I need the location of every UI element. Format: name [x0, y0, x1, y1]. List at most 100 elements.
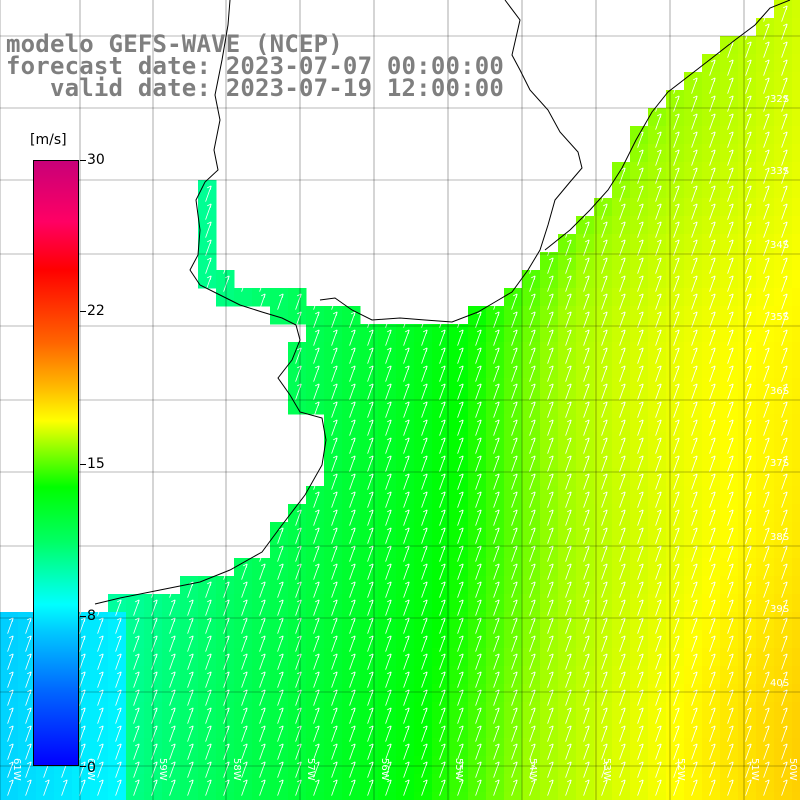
wind-speed-cell	[486, 756, 505, 775]
wind-speed-cell	[486, 612, 505, 631]
wind-speed-cell	[756, 702, 775, 721]
wind-speed-cell	[18, 648, 37, 667]
wind-speed-cell	[198, 738, 217, 757]
wind-arrow	[673, 167, 680, 184]
wind-speed-cell	[612, 468, 631, 487]
wind-arrow	[169, 743, 176, 760]
wind-speed-cell	[648, 666, 667, 685]
wind-speed-cell	[630, 792, 649, 800]
wind-speed-cell	[756, 252, 775, 271]
wind-arrow	[601, 275, 608, 292]
colorbar-tick-22: 22	[87, 303, 105, 319]
wind-arrow	[511, 725, 518, 742]
wind-speed-cell	[324, 540, 343, 559]
wind-arrow	[763, 149, 770, 166]
wind-arrow	[259, 779, 266, 796]
wind-speed-cell	[306, 486, 325, 505]
wind-arrow	[511, 383, 518, 400]
wind-arrow	[727, 221, 734, 238]
wind-speed-cell	[594, 324, 613, 343]
wind-speed-cell	[720, 396, 739, 415]
wind-arrow	[781, 95, 788, 112]
wind-arrow	[583, 329, 590, 346]
wind-arrow	[313, 527, 320, 544]
wind-speed-cell	[522, 288, 541, 307]
wind-arrow	[529, 419, 536, 436]
wind-speed-cell	[540, 774, 559, 793]
wind-arrow	[133, 761, 140, 778]
wind-speed-cell	[270, 540, 289, 559]
wind-arrow	[619, 437, 626, 454]
wind-speed-cell	[306, 378, 325, 397]
wind-speed-cell	[702, 792, 721, 800]
wind-speed-cell	[612, 414, 631, 433]
wind-speed-cell	[576, 684, 595, 703]
wind-speed-cell	[738, 180, 757, 199]
wind-speed-cell	[324, 684, 343, 703]
wind-speed-cell	[270, 792, 289, 800]
wind-speed-cell	[324, 792, 343, 800]
wind-arrow	[439, 491, 446, 508]
wind-arrow	[313, 653, 320, 670]
wind-speed-cell	[630, 468, 649, 487]
wind-arrow	[439, 455, 446, 472]
wind-speed-cell	[702, 288, 721, 307]
wind-arrow	[133, 635, 140, 652]
wind-arrow	[619, 419, 626, 436]
wind-speed-cell	[702, 144, 721, 163]
wind-arrow	[745, 725, 752, 742]
wind-arrow	[565, 275, 572, 292]
wind-arrow	[385, 347, 392, 364]
wind-arrow	[763, 509, 770, 526]
wind-speed-cell	[306, 522, 325, 541]
wind-arrow	[763, 95, 770, 112]
wind-speed-cell	[270, 648, 289, 667]
wind-speed-cell	[756, 180, 775, 199]
wind-arrow	[7, 653, 14, 670]
wind-arrow	[691, 581, 698, 598]
wind-speed-cell	[756, 54, 775, 73]
wind-speed-cell	[270, 720, 289, 739]
wind-arrow	[709, 257, 716, 274]
wind-arrow	[763, 77, 770, 94]
wind-speed-cell	[216, 792, 235, 800]
wind-speed-cell	[684, 144, 703, 163]
wind-speed-cell	[540, 720, 559, 739]
wind-speed-cell	[342, 792, 361, 800]
wind-speed-cell	[648, 738, 667, 757]
wind-arrow	[637, 347, 644, 364]
latitude-label: 39S	[770, 604, 789, 615]
wind-speed-cell	[612, 558, 631, 577]
wind-speed-cell	[720, 324, 739, 343]
wind-speed-cell	[414, 594, 433, 613]
wind-arrow	[745, 473, 752, 490]
wind-speed-cell	[684, 198, 703, 217]
wind-arrow	[565, 671, 572, 688]
wind-arrow	[583, 599, 590, 616]
wind-speed-cell	[522, 558, 541, 577]
wind-speed-cell	[108, 792, 127, 800]
wind-speed-cell	[666, 450, 685, 469]
wind-speed-cell	[270, 306, 289, 325]
wind-speed-cell	[90, 648, 109, 667]
wind-speed-cell	[558, 630, 577, 649]
wind-speed-cell	[180, 612, 199, 631]
wind-speed-cell	[594, 684, 613, 703]
wind-arrow	[709, 599, 716, 616]
wind-speed-cell	[198, 774, 217, 793]
wind-speed-cell	[756, 234, 775, 253]
wind-arrow	[655, 383, 662, 400]
wind-speed-cell	[576, 306, 595, 325]
wind-speed-cell	[720, 540, 739, 559]
wind-speed-cell	[738, 216, 757, 235]
wind-speed-cell	[756, 288, 775, 307]
wind-speed-cell	[594, 270, 613, 289]
wind-arrow	[385, 581, 392, 598]
wind-arrow	[385, 635, 392, 652]
wind-arrow	[637, 455, 644, 472]
wind-arrow	[367, 743, 374, 760]
wind-speed-cell	[702, 198, 721, 217]
wind-arrow	[205, 185, 212, 202]
wind-arrow	[277, 761, 284, 778]
wind-arrow	[385, 455, 392, 472]
